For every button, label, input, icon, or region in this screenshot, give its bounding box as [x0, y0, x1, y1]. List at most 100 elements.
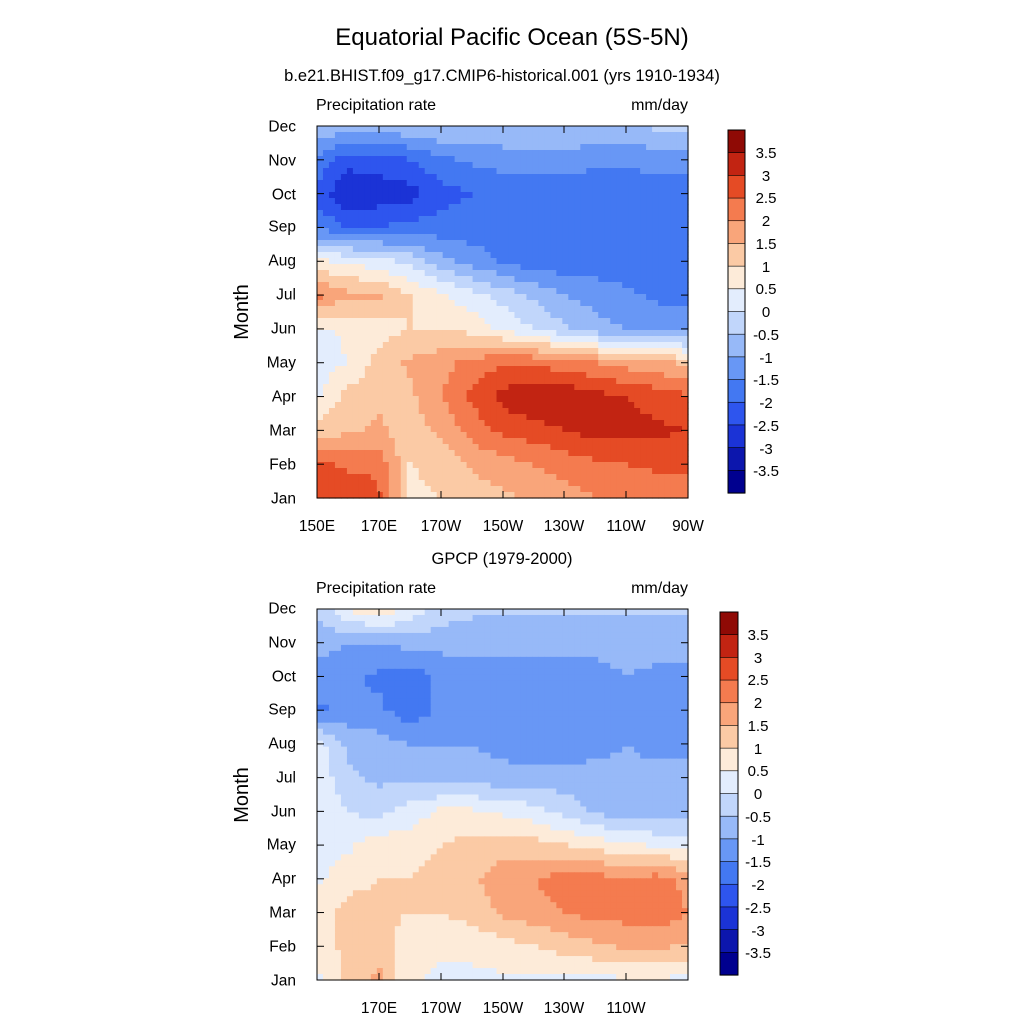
panel-1-heat-cell: [364, 180, 372, 187]
panel-1-heat-cell: [508, 306, 516, 313]
panel-1-heat-cell: [436, 336, 444, 343]
panel-1-heat-cell: [466, 156, 474, 163]
panel-2-heat-cell: [646, 680, 653, 688]
panel-1-heat-cell: [490, 372, 498, 379]
panel-1-heat-cell: [484, 396, 492, 403]
panel-1-heat-cell: [364, 132, 372, 139]
panel-1-heat-cell: [334, 258, 342, 265]
panel-1-heat-cell: [388, 150, 396, 157]
panel-1-heat-cell: [544, 294, 551, 301]
panel-1-heat-cell: [556, 420, 563, 427]
panel-1-heat-cell: [334, 156, 342, 163]
panel-1-heat-cell: [388, 276, 396, 283]
panel-1-cb-label-2.5: 2.5: [756, 190, 777, 207]
panel-1-heat-cell: [460, 156, 468, 163]
panel-2-heat-cell: [532, 656, 539, 664]
panel-1-heat-cell: [670, 342, 677, 349]
panel-1-heat-cell: [670, 138, 677, 145]
panel-1-heat-cell: [430, 456, 438, 463]
panel-1-heat-cell: [634, 318, 641, 325]
panel-1-heat-cell: [352, 462, 360, 469]
panel-1-heat-cell: [562, 492, 569, 499]
panel-1-heat-cell: [340, 180, 348, 187]
panel-1-heat-cell: [406, 270, 414, 277]
panel-1-heat-cell: [628, 396, 635, 403]
panel-1-heat-cell: [388, 318, 396, 325]
panel-2-heat-cell: [412, 614, 420, 622]
panel-1-heat-cell: [622, 372, 629, 379]
panel-1-heat-cell: [616, 432, 623, 439]
panel-2-heat-cell: [442, 668, 450, 676]
panel-1-heat-cell: [352, 414, 360, 421]
panel-1-heat-cell: [550, 258, 557, 265]
panel-1-heat-cell: [370, 318, 378, 325]
panel-2-heat-cell: [610, 662, 617, 670]
panel-2-heat-cell: [418, 668, 426, 676]
panel-2-heat-cell: [406, 656, 414, 664]
panel-1-heat-cell: [682, 402, 689, 409]
panel-1-heat-cell: [568, 180, 575, 187]
panel-1-heat-cell: [424, 390, 432, 397]
panel-1-heat-cell: [598, 336, 605, 343]
panel-1-heat-cell: [568, 408, 575, 415]
panel-1-heat-cell: [502, 258, 510, 265]
panel-1-heat-cell: [556, 228, 563, 235]
panel-1-heat-cell: [328, 294, 336, 301]
panel-2-heat-cell: [586, 626, 593, 634]
panel-2-heat-cell: [412, 698, 420, 706]
panel-1-heat-cell: [317, 486, 324, 493]
panel-1-heat-cell: [340, 174, 348, 181]
panel-2-heat-cell: [436, 662, 444, 670]
panel-2-heat-cell: [598, 638, 605, 646]
panel-1-heat-cell: [628, 222, 635, 229]
panel-1-heat-cell: [490, 468, 498, 475]
panel-1-heat-cell: [664, 228, 671, 235]
panel-1-heat-cell: [532, 420, 539, 427]
panel-2-heat-cell: [664, 609, 671, 616]
panel-1-heat-cell: [322, 156, 330, 163]
panel-1-heat-cell: [436, 468, 444, 475]
panel-2-heat-cell: [358, 668, 366, 676]
panel-1-heat-cell: [508, 366, 516, 373]
panel-1-heat-cell: [412, 426, 420, 433]
panel-1-heat-cell: [526, 426, 534, 433]
panel-1-heat-cell: [682, 216, 689, 223]
panel-1-heat-cell: [490, 312, 498, 319]
panel-1-heat-cell: [346, 168, 354, 175]
panel-1-heat-cell: [628, 294, 635, 301]
panel-1-heat-cell: [382, 162, 390, 169]
panel-1-heat-cell: [586, 372, 593, 379]
panel-2-heat-cell: [382, 656, 390, 664]
panel-1-heat-cell: [598, 306, 605, 313]
panel-1-heat-cell: [466, 228, 474, 235]
panel-2-heat-cell: [676, 626, 683, 634]
panel-1-heat-cell: [484, 438, 492, 445]
panel-1-heat-cell: [616, 396, 623, 403]
panel-1-heat-cell: [358, 258, 366, 265]
panel-1-heat-cell: [412, 402, 420, 409]
panel-1-heat-cell: [610, 408, 617, 415]
panel-1-heat-cell: [346, 408, 354, 415]
panel-1-heat-cell: [448, 186, 456, 193]
panel-1-heat-cell: [388, 480, 396, 487]
panel-1-heat-cell: [364, 336, 372, 343]
panel-2-heat-cell: [466, 698, 474, 706]
panel-1-heat-cell: [370, 138, 378, 145]
panel-1-heat-cell: [622, 384, 629, 391]
panel-1-heat-cell: [652, 342, 659, 349]
panel-1-heat-cell: [556, 246, 563, 253]
panel-1-heat-cell: [580, 144, 587, 151]
panel-1-heat-cell: [514, 390, 522, 397]
panel-1-heat-cell: [322, 360, 330, 367]
panel-1-heat-cell: [634, 432, 641, 439]
panel-1-heat-cell: [652, 174, 659, 181]
panel-2-heat-cell: [442, 656, 450, 664]
panel-1-colorbar: [727, 129, 746, 494]
panel-2-heat-cell: [658, 638, 665, 646]
panel-1-heat-cell: [586, 396, 593, 403]
panel-1-heat-cell: [670, 348, 677, 355]
panel-1-heat-cell: [364, 192, 372, 199]
panel-1-heat-cell: [544, 408, 551, 415]
panel-2-heat-cell: [592, 692, 599, 700]
panel-1-heat-cell: [466, 402, 474, 409]
